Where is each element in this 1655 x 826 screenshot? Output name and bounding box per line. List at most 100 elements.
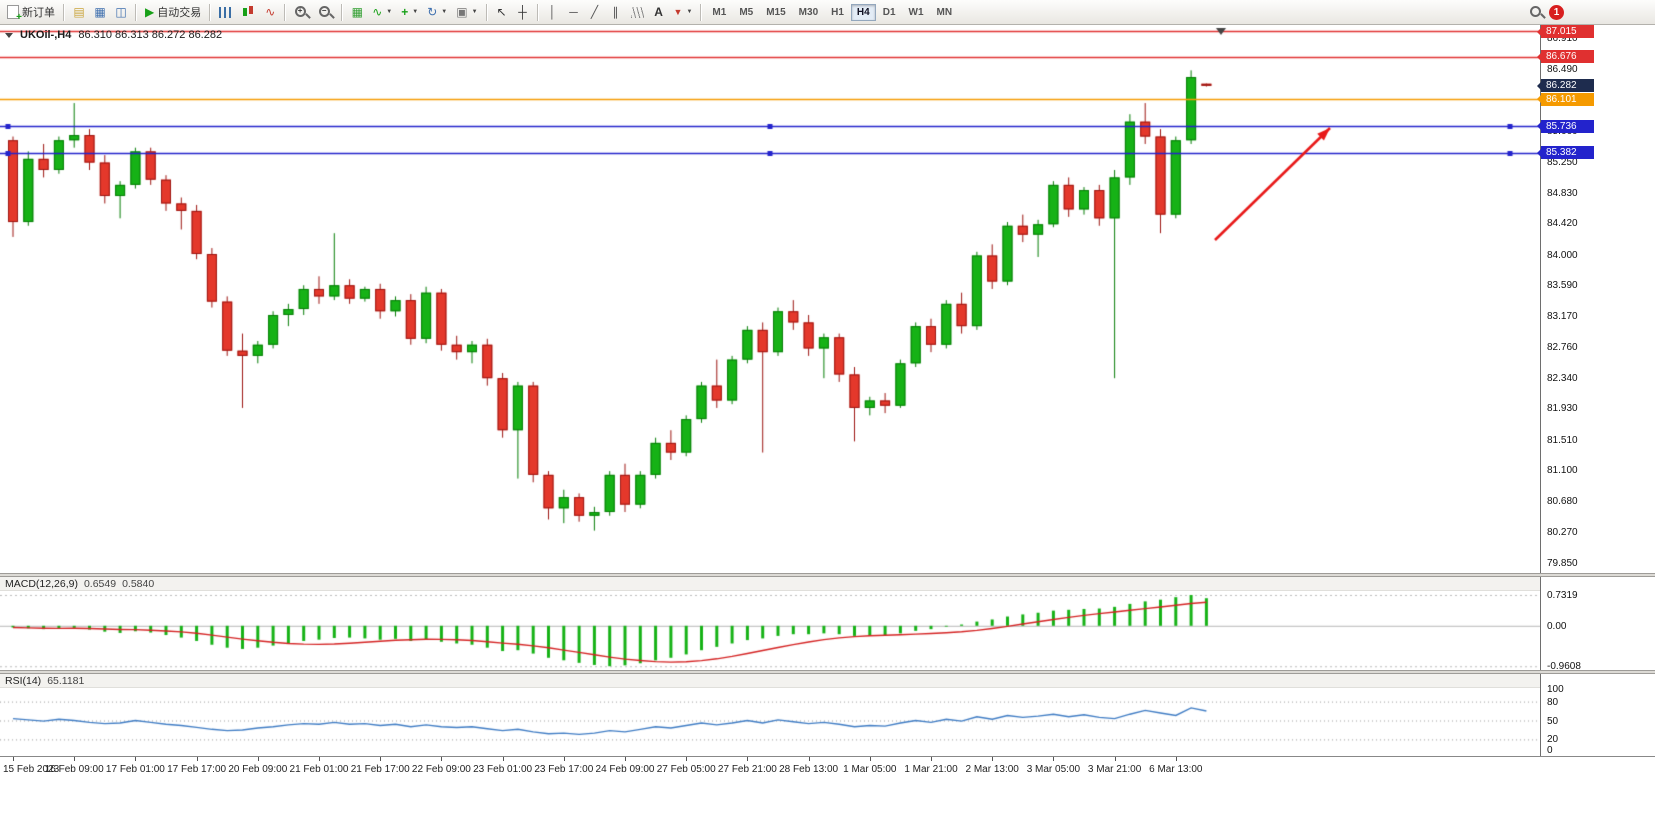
chevron-down-icon: ▼ (441, 9, 448, 15)
time-axis-label: 24 Feb 09:00 (595, 764, 655, 775)
horizontal-line-button[interactable]: ─ (564, 2, 584, 22)
chevron-down-icon: ▼ (471, 9, 478, 15)
zoom-in-button[interactable]: + (290, 2, 313, 22)
trendline-button[interactable]: ╱ (585, 2, 605, 22)
current-price-label: 86.282 (1537, 79, 1594, 93)
chart-profiles-button[interactable]: ↻ ▼ (423, 2, 451, 22)
price-axis[interactable]: 86.91086.49086.07085.66085.25084.83084.4… (1537, 25, 1655, 573)
price-tick-label: 82.340 (1547, 372, 1578, 384)
time-axis-label: 2 Mar 13:00 (965, 764, 1019, 775)
notification-badge[interactable]: 1 (1549, 4, 1564, 20)
new-order-label: 新订单 (22, 7, 55, 19)
macd-plot: MACD(12,26,9) 0.6549 0.5840 (0, 577, 1540, 670)
tile-windows-icon: ▦ (351, 5, 363, 19)
tile-windows-button[interactable]: ▦ (347, 2, 367, 22)
timeframe-m5-button[interactable]: M5 (733, 4, 759, 21)
chart-symbol-period: UKOil-,H4 (20, 29, 72, 41)
new-order-button[interactable]: 新订单 (3, 2, 59, 23)
market-watch-icon: ▦ (94, 5, 106, 19)
time-tick (74, 757, 76, 761)
rsi-tick-label: 100 (1547, 684, 1564, 695)
price-tick-label: 84.000 (1547, 249, 1578, 261)
time-axis-label: 21 Feb 17:00 (350, 764, 410, 775)
new-chart-icon: + (401, 5, 409, 19)
time-axis-label: 15 Feb 2023 (3, 764, 60, 775)
crosshair-icon: ┼ (518, 5, 527, 19)
arrows-icon: ▼ (673, 6, 683, 17)
templates-button[interactable]: ▣ ▼ (452, 2, 481, 22)
bar-chart-button[interactable] (215, 2, 236, 22)
time-tick (441, 757, 443, 761)
text-icon: A (654, 5, 663, 19)
price-chart-canvas[interactable] (0, 25, 1540, 573)
zoom-out-button[interactable]: − (314, 2, 337, 22)
auto-trading-button[interactable]: ▶ 自动交易 (141, 2, 205, 22)
zoom-out-icon: − (318, 5, 333, 20)
price-tick-label: 81.930 (1547, 403, 1578, 415)
bar-chart-icon (219, 6, 233, 18)
time-axis-label: 3 Mar 21:00 (1087, 764, 1142, 775)
chart-profiles-icon: ↻ (427, 5, 438, 19)
timeframe-h1-button[interactable]: H1 (825, 4, 850, 21)
rsi-header-bar (0, 674, 1540, 688)
indicators-button[interactable]: ∿ ▼ (368, 2, 396, 22)
search-button[interactable] (1525, 2, 1548, 22)
macd-tick-label: -0.9608 (1547, 661, 1581, 673)
new-chart-button[interactable]: + ▼ (397, 2, 422, 22)
price-tick-label: 84.420 (1547, 218, 1578, 230)
timeframe-m1-button[interactable]: M1 (706, 4, 732, 21)
chart-plot: UKOil-,H4 86.310 86.313 86.272 86.282 (0, 25, 1540, 573)
time-tick (625, 757, 626, 761)
toolbar-separator (209, 3, 212, 21)
timeframe-w1-button[interactable]: W1 (903, 4, 930, 21)
rsi-axis[interactable]: 100 80 50 20 0 (1540, 674, 1655, 756)
macd-canvas[interactable] (0, 590, 1540, 670)
macd-axis[interactable]: 0.7319 0.00 -0.9608 (1540, 577, 1655, 673)
timeframe-mn-button[interactable]: MN (931, 4, 959, 21)
time-axis-label: 22 Feb 09:00 (411, 764, 471, 775)
text-button[interactable]: A (649, 2, 669, 22)
price-line-label: 85.382 (1537, 146, 1594, 160)
macd-header: MACD(12,26,9) 0.6549 0.5840 (5, 578, 154, 590)
panel-splitter[interactable] (0, 573, 1655, 577)
candlestick-icon (241, 6, 255, 18)
time-tick (686, 757, 688, 761)
macd-main-value: 0.6549 (83, 578, 117, 590)
data-window-icon: ◫ (115, 5, 127, 19)
timeframe-d1-button[interactable]: D1 (877, 4, 902, 21)
panel-splitter[interactable] (0, 670, 1655, 674)
price-tick-label: 80.680 (1547, 496, 1578, 508)
rsi-tick-label: 80 (1547, 696, 1559, 708)
time-axis-label: 3 Mar 05:00 (1026, 764, 1081, 775)
rsi-canvas[interactable] (0, 687, 1540, 756)
timeframe-m15-button[interactable]: M15 (760, 4, 791, 21)
line-chart-button[interactable]: ∿ (260, 2, 280, 22)
time-tick (319, 757, 320, 761)
crosshair-button[interactable]: ┼ (513, 2, 533, 22)
templates-icon: ▣ (456, 5, 468, 19)
charts-cascade-icon: ▤ (73, 5, 85, 19)
vertical-line-button[interactable]: │ (543, 2, 563, 22)
charts-cascade-button[interactable]: ▤ (69, 2, 89, 22)
price-tick-label: 86.490 (1547, 64, 1578, 76)
arrows-button[interactable]: ▼ ▼ (670, 2, 697, 22)
time-axis[interactable]: 15 Feb 2023 16 Feb 09:00 17 Feb 01:00 17 Fe… (0, 756, 1655, 780)
time-axis-label: 23 Feb 17:00 (534, 764, 594, 775)
channel-button[interactable]: ∥ (606, 2, 626, 22)
market-watch-button[interactable]: ▦ (90, 2, 110, 22)
timeframe-m30-button[interactable]: M30 (793, 4, 824, 21)
time-tick (380, 757, 382, 761)
cursor-button[interactable]: ↖ (492, 2, 512, 22)
time-axis-label: 23 Feb 01:00 (473, 764, 533, 775)
line-chart-icon: ∿ (265, 5, 276, 19)
auto-trading-label: 自动交易 (157, 7, 202, 19)
auto-trading-icon: ▶ (145, 5, 155, 19)
fibonacci-button[interactable] (627, 2, 648, 22)
data-window-button[interactable]: ◫ (111, 2, 131, 22)
time-axis-label: 27 Feb 21:00 (717, 764, 777, 775)
rsi-header: RSI(14) 65.1181 (5, 675, 84, 687)
candlestick-button[interactable] (237, 2, 259, 22)
toolbar: 新订单 ▤ ▦ ◫ ▶ 自动交易 ∿ + − ▦ ∿▼ +▼ ↻▼ ▣▼ ↖ ┼… (0, 0, 1655, 25)
chart-menu-icon[interactable] (5, 32, 13, 38)
timeframe-h4-button[interactable]: H4 (850, 3, 876, 21)
